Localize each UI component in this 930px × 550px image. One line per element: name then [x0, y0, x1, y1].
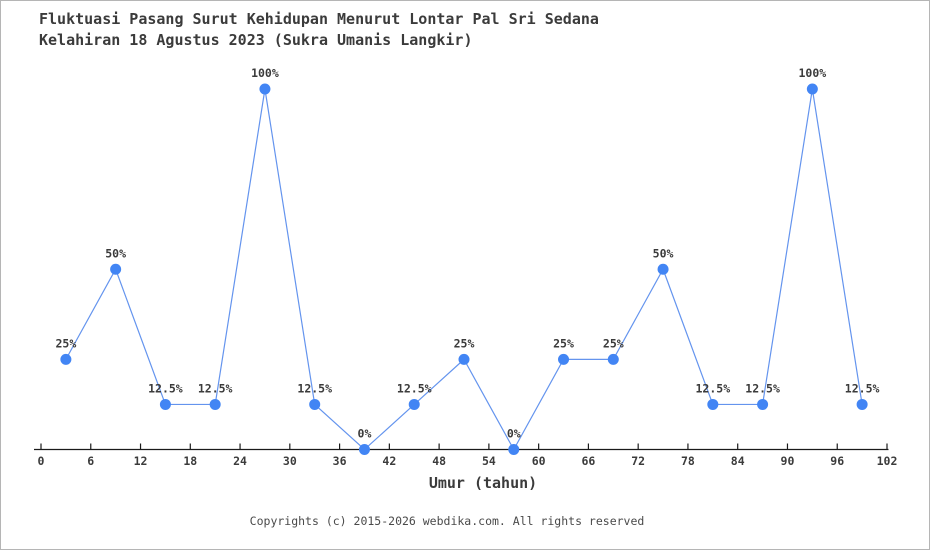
x-axis-tick-label: 78 [681, 454, 695, 468]
x-axis-tick-label: 0 [38, 454, 45, 468]
data-point [607, 353, 619, 365]
data-point-label: 12.5% [745, 381, 780, 395]
x-axis-tick-label: 42 [382, 454, 396, 468]
data-point-label: 50% [653, 246, 674, 260]
x-axis-tick-label: 6 [87, 454, 94, 468]
x-axis-title: Umur (tahun) [428, 474, 538, 492]
data-point-label: 12.5% [845, 381, 880, 395]
x-axis-tick-label: 30 [283, 454, 297, 468]
x-axis-tick-label: 84 [731, 454, 745, 468]
data-point-label: 12.5% [297, 381, 332, 395]
data-point-label: 25% [553, 336, 574, 350]
x-axis-tick-label: 12 [134, 454, 148, 468]
x-axis-tick-label: 66 [581, 454, 595, 468]
data-point [508, 444, 520, 455]
data-point-label: 100% [799, 66, 827, 80]
data-point-label: 0% [358, 427, 372, 441]
data-point [60, 353, 72, 365]
data-point-label: 12.5% [397, 381, 432, 395]
copyright-text: Copyrights (c) 2015-2026 webdika.com. Al… [249, 514, 645, 528]
data-point-label: 12.5% [198, 381, 233, 395]
x-axis-tick-label: 18 [183, 454, 197, 468]
data-point [707, 398, 719, 410]
data-point-label: 0% [507, 427, 521, 441]
x-axis-tick-label: 102 [877, 454, 898, 468]
data-point-label: 100% [251, 66, 279, 80]
data-point [259, 83, 271, 95]
x-axis-tick-label: 90 [781, 454, 795, 468]
data-point-label: 12.5% [696, 381, 731, 395]
data-point [757, 398, 769, 410]
x-axis-tick-label: 72 [631, 454, 645, 468]
data-point [408, 398, 420, 410]
data-point [209, 398, 221, 410]
x-axis-tick-label: 54 [482, 454, 496, 468]
data-point [806, 83, 818, 95]
data-point-label: 25% [603, 336, 624, 350]
chart-title: Fluktuasi Pasang Surut Kehidupan Menurut… [39, 10, 599, 28]
line-series [65, 88, 863, 451]
data-point [309, 398, 321, 410]
chart-subtitle: Kelahiran 18 Agustus 2023 (Sukra Umanis … [39, 31, 473, 49]
data-point [856, 398, 868, 410]
data-point [159, 398, 171, 410]
data-point-label: 25% [55, 336, 76, 350]
data-point-label: 50% [105, 246, 126, 260]
x-axis-tick-label: 96 [830, 454, 844, 468]
data-point-label: 25% [454, 336, 475, 350]
x-axis-tick-label: 24 [233, 454, 247, 468]
data-point [110, 263, 122, 275]
data-point-label: 12.5% [148, 381, 183, 395]
data-point [657, 263, 669, 275]
data-point [458, 353, 470, 365]
x-axis-tick-label: 48 [432, 454, 446, 468]
x-axis-tick-label: 36 [333, 454, 347, 468]
x-axis-tick-label: 60 [532, 454, 546, 468]
data-point [358, 444, 370, 455]
data-point [558, 353, 570, 365]
